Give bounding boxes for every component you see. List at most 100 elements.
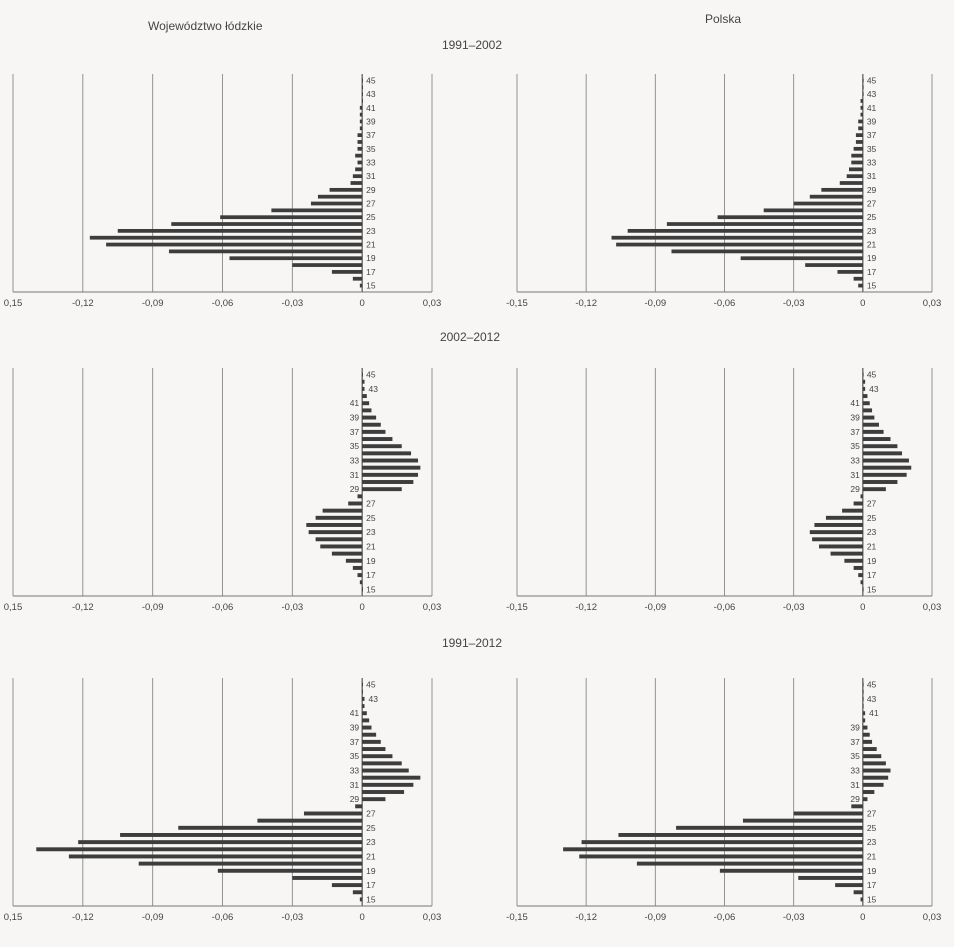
bar [138,861,363,866]
x-tick-label: -0,06 [212,298,234,309]
bar [362,465,421,470]
bar [362,379,365,384]
age-label: 31 [867,171,877,181]
bar [862,422,879,427]
bar [862,386,866,391]
age-label: 45 [366,680,376,690]
x-tick-label: -0,03 [783,912,805,923]
bar [819,544,863,549]
bar [814,522,863,527]
x-tick-label: 0,03 [923,298,942,309]
bar [303,811,363,816]
bar [315,537,363,542]
x-tick-label: 0 [360,912,365,923]
left-column-title: Województwo łódzkie [148,19,263,33]
age-label: 17 [366,570,376,580]
bar [862,711,866,716]
bar [860,105,863,110]
bar [860,99,863,103]
chart-lodzkie-1991-2002: 0,15 -0,12 -0,09 -0,06 -0,03 0 0,03 15 17 19 21 23 2… [4,74,441,309]
bar [352,565,363,570]
age-label: 19 [366,556,376,566]
bar [851,804,863,809]
age-label: 29 [350,794,360,804]
age-label: 25 [366,212,376,222]
bar [362,394,367,399]
period-title-2: 2002–2012 [439,330,501,344]
age-label: 27 [867,498,877,508]
x-tick-label: -0,12 [575,912,597,923]
age-label: 27 [366,498,376,508]
age-label: 31 [350,470,360,480]
bar [636,861,863,866]
x-tick-label: 0,03 [923,602,942,613]
bar [860,897,863,902]
age-label: 39 [350,723,360,733]
bar [362,480,414,484]
age-label: 31 [350,780,360,790]
bar [862,444,898,449]
age-label: 29 [850,794,860,804]
bar [359,105,363,110]
age-label: 15 [867,894,877,904]
age-label: 17 [867,267,877,277]
age-label: 25 [867,513,877,523]
bar [862,85,864,90]
bar [862,92,864,96]
bar [310,201,363,206]
bar [359,126,363,131]
age-label: 41 [366,103,376,113]
bar [862,472,907,477]
age-label: 41 [850,398,860,408]
age-label: 35 [366,144,376,154]
bar [860,494,863,499]
x-tick-label: 0 [360,602,365,613]
age-label: 35 [850,751,860,761]
bar [106,242,363,247]
x-tick-label: -0,12 [72,298,94,309]
age-label: 37 [350,427,360,437]
bar [271,208,363,213]
right-column-title: Polska [705,12,742,26]
age-label: 21 [366,240,376,250]
age-label: 33 [350,766,360,776]
x-tick-label: -0,12 [575,298,597,309]
bar [862,78,864,83]
age-label: 35 [850,441,860,451]
bar [320,544,363,549]
bar [858,119,863,124]
bar [862,480,898,484]
age-label: 37 [867,130,877,140]
age-label: 33 [350,456,360,466]
bar [359,112,363,117]
bar [220,215,363,220]
age-label: 43 [368,694,378,704]
bar [763,208,863,213]
x-tick-label: 0 [860,298,865,309]
age-label: 29 [366,185,376,195]
bar [793,811,863,816]
bar [362,437,393,442]
x-tick-label: 0,03 [923,912,942,923]
age-label: 19 [867,866,877,876]
bar [862,747,877,752]
bar [345,558,363,563]
x-tick-label: -0,06 [714,602,736,613]
x-tick-label: -0,06 [714,912,736,923]
bar [362,85,363,90]
bar [862,775,889,780]
bar [862,718,866,723]
bar [359,897,363,902]
age-label: 27 [867,199,877,209]
bar [862,465,912,470]
bar [362,401,370,406]
bar [362,372,363,377]
age-label: 39 [850,413,860,423]
age-label: 31 [850,780,860,790]
bar [855,133,863,138]
bar [362,790,405,794]
bar [862,782,884,787]
bar [331,883,363,888]
age-label: 43 [867,694,877,704]
bar [78,840,363,845]
